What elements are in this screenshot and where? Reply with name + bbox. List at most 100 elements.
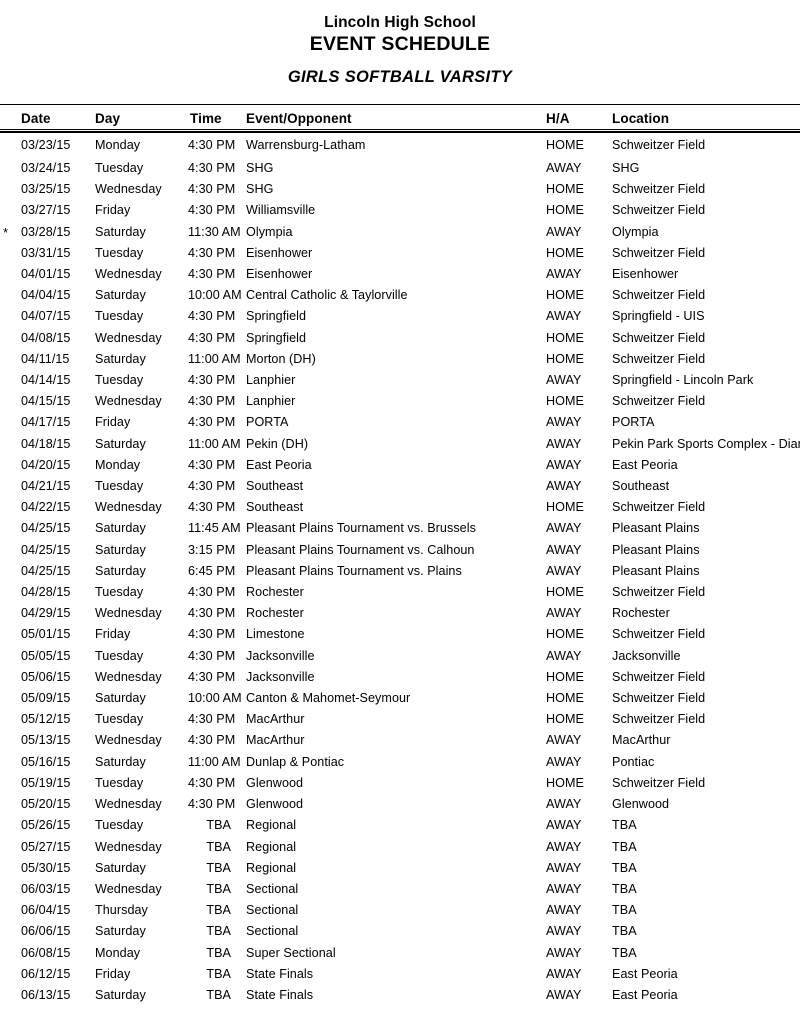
cell-event: Rochester — [246, 606, 304, 621]
cell-location: Schweitzer Field — [612, 627, 706, 642]
row-marker — [0, 518, 21, 539]
cell-day: Saturday — [95, 288, 146, 303]
cell-home-away: HOME — [546, 500, 584, 515]
row-marker — [0, 434, 21, 455]
cell-location: TBA — [612, 881, 637, 896]
cell-event: Limestone — [246, 627, 305, 642]
cell-event: Regional — [246, 818, 297, 833]
cell-date: 03/25/15 — [21, 182, 71, 197]
cell-event: Jacksonville — [246, 648, 315, 663]
cell-day: Monday — [95, 945, 141, 960]
cell-location: Schweitzer Field — [612, 203, 706, 218]
cell-event: Pleasant Plains Tournament vs. Brussels — [246, 521, 476, 536]
cell-time: 11:45 AM — [188, 521, 241, 536]
cell-home-away: AWAY — [546, 161, 582, 175]
page-title: EVENT SCHEDULE — [309, 33, 491, 55]
cell-day: Monday — [95, 457, 141, 472]
cell-location: Springfield - Lincoln Park — [612, 373, 754, 388]
cell-event: PORTA — [246, 415, 289, 430]
cell-event: State Finals — [246, 966, 314, 981]
table-row: 04/15/15 Wednesday 4:30 PM Lanphier HOME Schw… — [0, 391, 800, 412]
school-name: Lincoln High School — [324, 14, 476, 31]
cell-home-away: AWAY — [546, 903, 582, 918]
cell-home-away: AWAY — [546, 648, 582, 663]
cell-home-away: HOME — [546, 691, 584, 706]
cell-home-away: AWAY — [546, 224, 582, 239]
cell-date: 04/07/15 — [21, 309, 71, 324]
table-row: 06/04/15 Thursday TBA Sectional AWAY TBA — [0, 900, 800, 921]
cell-home-away: AWAY — [546, 521, 582, 536]
cell-location: TBA — [612, 860, 637, 875]
table-row: 04/21/15 Tuesday 4:30 PM Southeast AWAY South… — [0, 476, 800, 497]
table-row: 06/12/15 Friday TBA State Finals AWAY East Pe… — [0, 964, 800, 985]
cell-home-away: HOME — [546, 394, 584, 409]
cell-event: Southeast — [246, 500, 304, 515]
cell-time: 4:30 PM — [188, 309, 236, 324]
cell-location: East Peoria — [612, 987, 678, 1002]
cell-time: 4:30 PM — [188, 267, 236, 282]
table-row: 04/18/15 Saturday 11:00 AM Pekin (DH) AWAY Pe… — [0, 434, 800, 455]
cell-day: Saturday — [95, 924, 146, 939]
cell-location: SHG — [612, 161, 640, 175]
cell-date: 04/14/15 — [21, 373, 71, 388]
cell-day: Tuesday — [95, 712, 144, 727]
cell-date: 05/20/15 — [21, 797, 71, 812]
cell-date: 06/08/15 — [21, 945, 71, 960]
cell-location: TBA — [612, 945, 637, 960]
document-header: Lincoln High School EVENT SCHEDULE GIRLS… — [0, 0, 800, 87]
row-marker — [0, 858, 21, 879]
row-marker — [0, 773, 21, 794]
cell-time: 11:00 AM — [188, 754, 241, 769]
cell-time: 4:30 PM — [188, 733, 236, 748]
cell-date: 04/21/15 — [21, 479, 71, 494]
cell-day: Friday — [95, 415, 131, 430]
table-row: 04/25/15 Saturday 3:15 PM Pleasant Plains T… — [0, 540, 800, 561]
cell-home-away: HOME — [546, 351, 584, 366]
cell-home-away: HOME — [546, 245, 584, 260]
row-marker — [0, 349, 21, 370]
cell-location: Schweitzer Field — [612, 691, 706, 706]
cell-home-away: HOME — [546, 330, 584, 345]
cell-day: Wednesday — [95, 881, 162, 896]
cell-day: Wednesday — [95, 182, 162, 197]
row-marker — [0, 688, 21, 709]
row-marker — [0, 582, 21, 603]
cell-date: 05/01/15 — [21, 627, 71, 642]
cell-day: Wednesday — [95, 606, 162, 621]
cell-time: 4:30 PM — [188, 203, 236, 218]
cell-home-away: HOME — [546, 627, 584, 642]
cell-time: 4:30 PM — [188, 479, 236, 494]
table-row: 04/25/15 Saturday 6:45 PM Pleasant Plains T… — [0, 561, 800, 582]
cell-time: 3:15 PM — [188, 542, 236, 557]
cell-home-away: AWAY — [546, 839, 582, 854]
cell-day: Saturday — [95, 987, 146, 1002]
cell-day: Saturday — [95, 563, 146, 578]
cell-event: SHG — [246, 161, 274, 175]
cell-time: TBA — [206, 945, 231, 960]
cell-location: Rochester — [612, 606, 670, 621]
header-rule-top — [0, 104, 800, 105]
cell-event: Morton (DH) — [246, 351, 316, 366]
cell-home-away: AWAY — [546, 860, 582, 875]
cell-event: State Finals — [246, 987, 314, 1002]
cell-location: TBA — [612, 839, 637, 854]
cell-date: 05/27/15 — [21, 839, 71, 854]
cell-home-away: HOME — [546, 669, 584, 684]
row-marker — [0, 412, 21, 433]
cell-home-away: AWAY — [546, 606, 582, 621]
column-header-event: Event/Opponent — [246, 111, 352, 126]
table-row: 04/14/15 Tuesday 4:30 PM Lanphier AWAY Spring… — [0, 370, 800, 391]
cell-day: Tuesday — [95, 479, 144, 494]
cell-location: TBA — [612, 903, 637, 918]
table-row: 04/25/15 Saturday 11:45 AM Pleasant Plains … — [0, 518, 800, 539]
cell-location: Schweitzer Field — [612, 351, 706, 366]
cell-day: Wednesday — [95, 669, 162, 684]
cell-date: 05/16/15 — [21, 754, 71, 769]
cell-time: 11:00 AM — [188, 351, 241, 366]
table-row: 03/23/15 Monday 4:30 PM Warrensburg-Latham H… — [0, 132, 800, 158]
cell-location: Springfield - UIS — [612, 309, 705, 324]
table-row: 05/19/15 Tuesday 4:30 PM Glenwood HOME Schwei… — [0, 773, 800, 794]
cell-home-away: AWAY — [546, 754, 582, 769]
cell-event: Sectional — [246, 903, 299, 918]
